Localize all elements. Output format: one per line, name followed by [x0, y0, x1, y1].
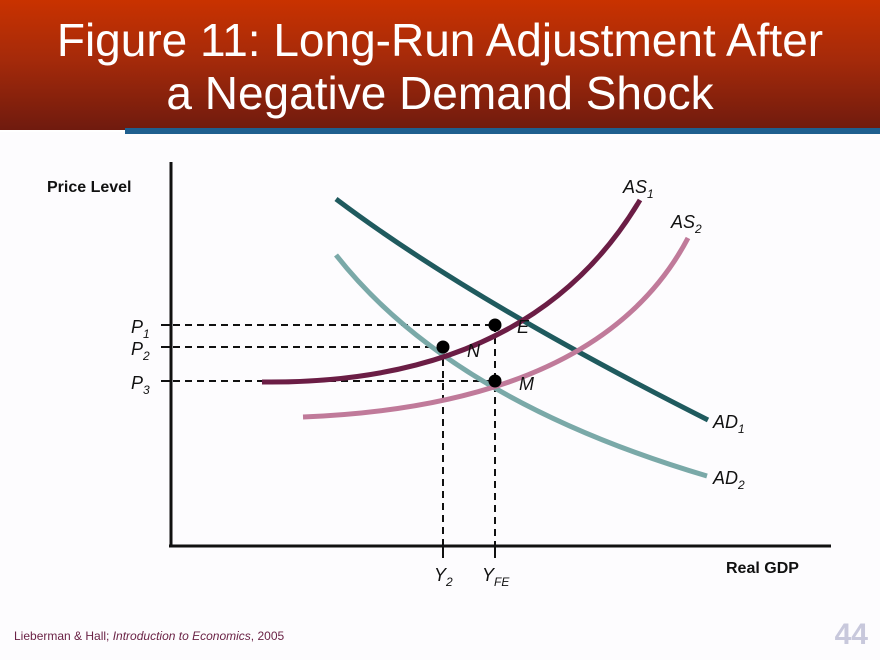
as1-label: AS1: [622, 177, 654, 201]
ad1-label: AD1: [712, 412, 745, 436]
y2-label: Y2: [434, 565, 453, 589]
slide-title: Figure 11: Long-Run Adjustment After a N…: [0, 14, 880, 120]
p3-label: P3: [131, 373, 150, 397]
n-label: N: [467, 341, 481, 361]
ad2-curve: [334, 253, 708, 479]
price-tick-labels: P1 P2 P3: [131, 317, 150, 397]
point-e: [488, 318, 502, 332]
title-line-1: Figure 11: Long-Run Adjustment After: [56, 14, 824, 66]
as2-label: AS2: [670, 212, 702, 236]
slide-header: Figure 11: Long-Run Adjustment After a N…: [0, 0, 880, 132]
credit-year: , 2005: [250, 629, 285, 643]
e-label: E: [517, 317, 530, 337]
output-tick-labels: Y2 YFE: [434, 565, 510, 589]
yfe-label: YFE: [482, 565, 510, 589]
point-n: [436, 340, 450, 354]
as2-curve: [302, 236, 691, 420]
p1-label: P1: [131, 317, 150, 341]
y-axis-label: Price Level: [47, 179, 132, 196]
p2-label: P2: [131, 339, 150, 363]
guide-lines: [173, 324, 496, 546]
m-label: M: [519, 374, 534, 394]
header-divider-left: [0, 130, 125, 132]
point-labels: E N M: [467, 317, 534, 394]
x-axis-label: Real GDP: [726, 560, 799, 577]
point-m: [488, 374, 502, 388]
credit-book: Introduction to Economics: [112, 629, 251, 643]
ad1-curve: [334, 197, 710, 423]
source-credit: Lieberman & Hall; Introduction to Econom…: [14, 629, 284, 643]
as1-curve: [261, 198, 643, 385]
curve-labels: AS1 AS2 AD1 AD2: [622, 177, 745, 492]
credit-authors: Lieberman & Hall;: [14, 629, 113, 643]
slide-number: 44: [834, 618, 868, 651]
title-line-2: a Negative Demand Shock: [166, 67, 714, 119]
header-divider: [125, 128, 880, 134]
ad2-label: AD2: [712, 468, 745, 492]
